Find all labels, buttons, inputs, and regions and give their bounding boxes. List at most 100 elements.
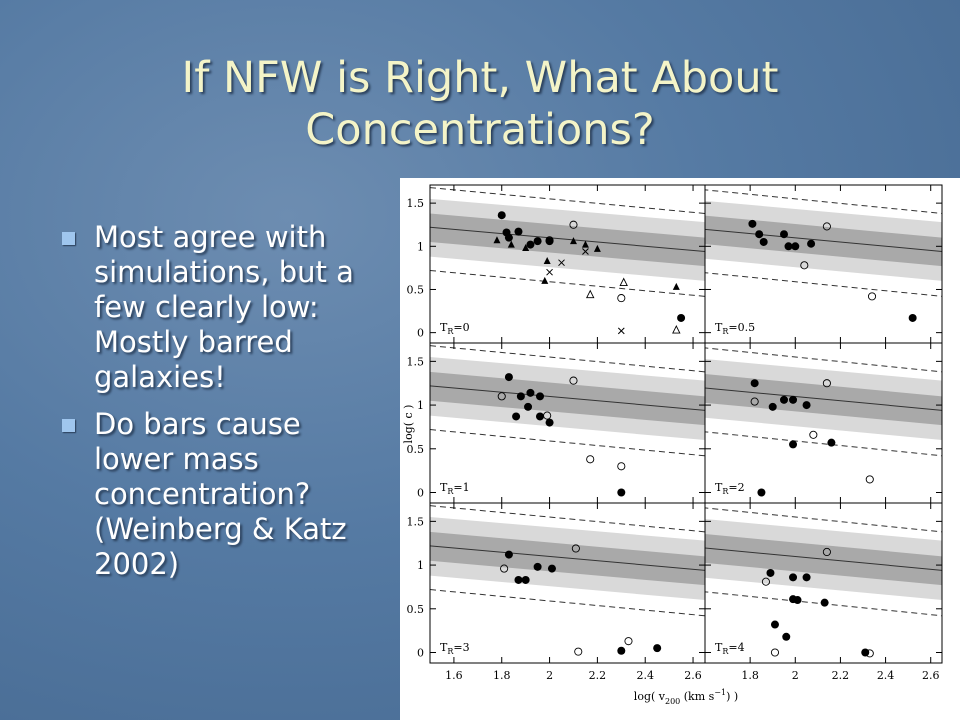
y-tick-label: 0 <box>417 487 424 500</box>
filled-point <box>793 596 802 605</box>
open-point <box>822 379 831 388</box>
open-point <box>761 577 770 586</box>
median-line <box>430 385 705 411</box>
panel-label: TR=2 <box>715 481 745 496</box>
filled-point <box>536 392 544 401</box>
open-point <box>867 292 877 301</box>
filled-point <box>861 648 870 657</box>
triangle-point <box>522 244 530 252</box>
triangle-point <box>581 240 589 248</box>
filled-point <box>524 402 533 411</box>
filled-point <box>512 412 521 421</box>
label-sub: R <box>447 647 454 656</box>
x-label-sub: 200 <box>665 697 680 706</box>
panel-label: TR=3 <box>440 641 470 656</box>
dashed-line <box>705 431 942 457</box>
open-point <box>617 462 626 471</box>
filled-point <box>789 573 798 582</box>
x-tick-label: 2.4 <box>636 669 654 682</box>
bullet: Most agree with simulations, but a few c… <box>60 220 380 395</box>
open-point <box>545 236 554 245</box>
dashed-line <box>705 347 942 373</box>
panel <box>430 505 705 656</box>
cross-point <box>546 268 553 276</box>
y-tick-label: 0.5 <box>407 443 425 456</box>
filled-point <box>757 488 766 497</box>
open-point <box>586 455 595 464</box>
x-label-sup: −1 <box>714 688 726 697</box>
filled-point <box>748 219 757 228</box>
open-point <box>569 220 578 229</box>
median-line <box>430 545 705 571</box>
x-tick-label: 2.6 <box>922 669 940 682</box>
open-point <box>865 649 874 658</box>
filled-point <box>827 438 836 447</box>
filled-point <box>768 402 777 411</box>
open-triangle-point <box>672 325 681 334</box>
filled-point <box>533 562 542 571</box>
x-tick-label: 2.6 <box>684 669 702 682</box>
filled-point <box>780 395 788 404</box>
x-tick-label: 2.2 <box>832 669 850 682</box>
label-rest: =2 <box>728 481 744 494</box>
filled-point <box>617 488 626 497</box>
cross-point <box>617 327 625 335</box>
open-point <box>497 392 506 401</box>
triangle-point <box>672 282 680 290</box>
bullet-list: Most agree with simulations, but a few c… <box>60 220 380 594</box>
dashed-line <box>705 591 942 617</box>
open-triangle-point <box>619 277 628 287</box>
y-tick-label: 1.5 <box>407 197 425 210</box>
x-tick-label: 1.8 <box>493 669 511 682</box>
x-tick-label: 2.4 <box>877 669 895 682</box>
y-tick-label: 0 <box>417 647 424 660</box>
label-sub: R <box>722 647 729 656</box>
dashed-line <box>430 429 705 457</box>
open-point <box>822 547 831 557</box>
filled-point <box>516 392 525 401</box>
open-point <box>809 430 818 439</box>
label-symbol: T <box>440 321 448 334</box>
bullet: Do bars cause lower mass concentration? … <box>60 407 380 582</box>
triangle-point <box>493 236 501 244</box>
triangle-point <box>593 244 601 252</box>
filled-point <box>504 373 513 382</box>
label-sub: R <box>447 487 454 496</box>
open-point <box>800 261 809 270</box>
filled-point <box>759 237 768 246</box>
dashed-line <box>705 272 942 297</box>
filled-point <box>533 237 542 246</box>
x-axis-label: log( v200 (km s−1) ) <box>634 688 738 706</box>
title-line: Concentrations? <box>305 105 655 155</box>
x-label-part: (km s <box>680 690 714 703</box>
filled-point <box>547 564 556 573</box>
dashed-line <box>705 507 942 533</box>
y-tick-label: 1.5 <box>407 515 425 528</box>
panel-label: TR=0 <box>440 321 470 336</box>
y-tick-label: 1 <box>417 559 424 572</box>
panel <box>705 189 942 322</box>
open-point <box>770 648 780 657</box>
dashed-line <box>430 589 705 617</box>
filled-point <box>497 211 506 220</box>
label-symbol: T <box>715 641 723 654</box>
filled-point <box>617 646 626 655</box>
label-rest: =4 <box>728 641 744 654</box>
panel <box>430 345 705 497</box>
panel-frame <box>704 502 943 664</box>
open-point <box>543 411 552 420</box>
label-symbol: T <box>715 321 723 334</box>
filled-point <box>545 418 554 427</box>
open-point <box>574 647 583 656</box>
filled-point <box>526 388 535 397</box>
filled-point <box>780 230 788 239</box>
dashed-line <box>705 189 942 214</box>
open-point <box>822 222 831 231</box>
cross-point <box>582 248 589 255</box>
label-sub: R <box>722 327 729 336</box>
panel-label: TR=4 <box>715 641 745 656</box>
panel-label: TR=1 <box>440 481 470 496</box>
median-line <box>705 547 942 571</box>
label-rest: =0.5 <box>728 321 755 334</box>
